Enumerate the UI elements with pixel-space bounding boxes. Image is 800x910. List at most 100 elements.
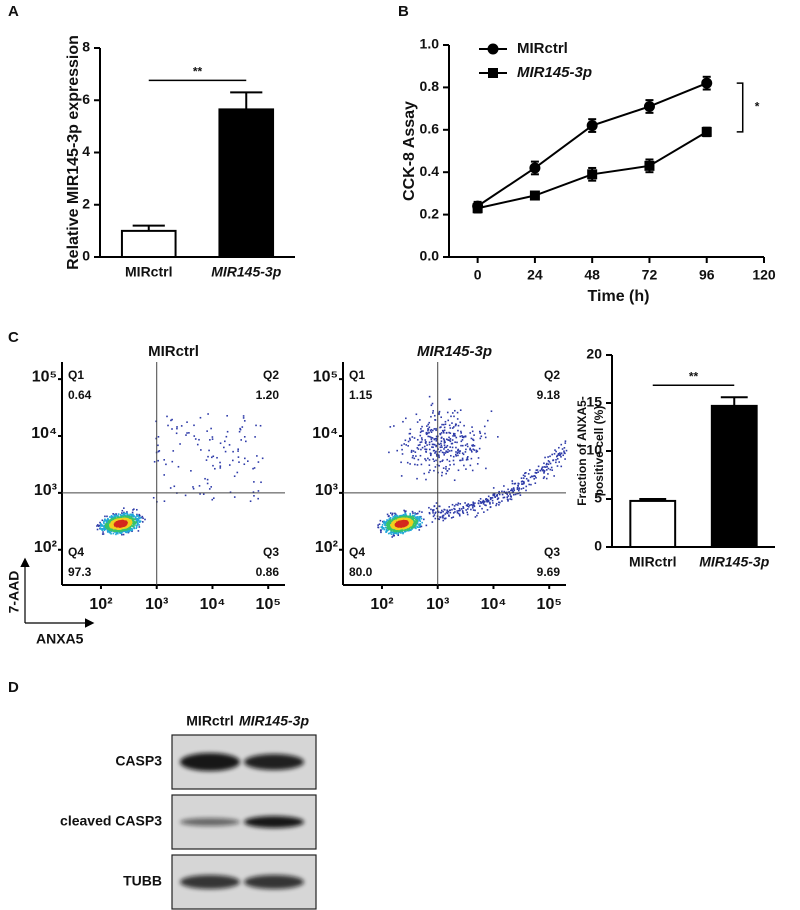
blot-band (244, 875, 304, 889)
event-dot (473, 449, 476, 451)
event-dot (448, 431, 450, 434)
event-dot (409, 463, 411, 465)
event-dot (460, 459, 462, 462)
event-dot (412, 526, 415, 528)
event-dot (259, 424, 262, 427)
event-dot (427, 423, 430, 426)
event-dot (412, 454, 414, 457)
event-dot (517, 492, 520, 495)
event-dot (516, 486, 519, 489)
event-dot (207, 455, 209, 458)
blot-band (180, 875, 240, 889)
event-dot (384, 524, 386, 526)
event-dot (115, 532, 118, 535)
event-dot (387, 523, 390, 525)
significance-label: ** (689, 369, 699, 383)
event-dot (445, 431, 448, 434)
quadrant-value: 9.18 (537, 388, 561, 402)
event-dot (117, 515, 120, 517)
event-dot (121, 518, 124, 520)
event-dot (543, 472, 545, 474)
event-dot (459, 509, 461, 512)
event-dot (490, 410, 493, 413)
event-dot (459, 421, 462, 424)
x-tick-label: 10⁵ (537, 596, 562, 613)
event-dot (477, 502, 480, 504)
event-dot (543, 466, 546, 468)
event-dot (391, 512, 394, 515)
event-dot (449, 432, 452, 435)
marker (643, 100, 655, 112)
event-dot (551, 453, 553, 456)
event-dot (547, 456, 549, 458)
y-axis-label: Fraction of ANXA5- (575, 396, 589, 506)
event-dot (427, 428, 430, 431)
event-dot (497, 497, 499, 500)
event-dot (495, 504, 497, 507)
event-dot (425, 450, 427, 453)
event-dot (110, 532, 112, 535)
event-dot (416, 525, 418, 528)
event-dot (484, 432, 486, 435)
event-dot (492, 487, 495, 489)
event-dot (383, 528, 386, 531)
event-dot (493, 494, 496, 497)
event-dot (427, 429, 429, 432)
event-dot (509, 498, 511, 500)
event-dot (564, 458, 566, 460)
event-dot (521, 483, 524, 485)
event-dot (425, 448, 428, 451)
event-dot (457, 424, 460, 427)
event-dot (448, 436, 450, 439)
event-dot (138, 526, 141, 528)
event-dot (415, 413, 418, 416)
event-dot (449, 511, 452, 514)
event-dot (134, 522, 137, 525)
event-dot (465, 504, 468, 507)
event-dot (157, 444, 159, 447)
event-dot (157, 450, 160, 453)
event-dot (520, 488, 523, 490)
event-dot (432, 410, 434, 412)
event-cloud (96, 413, 264, 536)
event-dot (450, 442, 453, 445)
y-tick-label: 4 (82, 143, 90, 159)
event-dot (432, 443, 435, 446)
event-dot (446, 438, 448, 441)
event-dot (386, 513, 389, 516)
event-dot (121, 512, 123, 514)
event-dot (470, 437, 473, 440)
event-dot (442, 431, 445, 434)
y-tick-label: 0 (594, 538, 602, 554)
event-dot (522, 477, 525, 479)
event-dot (466, 511, 468, 514)
event-dot (101, 519, 104, 522)
event-dot (96, 524, 99, 526)
event-dot (498, 504, 500, 506)
event-dot (206, 478, 209, 481)
event-dot (492, 494, 495, 497)
event-dot (468, 504, 471, 507)
event-dot (131, 511, 134, 514)
event-cloud (377, 395, 568, 538)
event-dot (445, 465, 447, 468)
event-dot (432, 429, 434, 432)
event-dot (484, 504, 486, 506)
y-tick-label: 0.6 (420, 121, 440, 137)
event-dot (407, 529, 410, 532)
marker (586, 120, 598, 132)
event-dot (393, 514, 396, 517)
event-dot (534, 471, 537, 474)
event-dot (192, 487, 195, 490)
event-dot (419, 431, 422, 434)
event-dot (453, 433, 455, 436)
event-dot (443, 442, 446, 444)
event-dot (390, 522, 392, 524)
event-dot (236, 471, 239, 474)
event-dot (405, 444, 407, 446)
event-dot (103, 520, 105, 522)
event-dot (130, 527, 132, 530)
event-dot (543, 462, 545, 465)
event-dot (396, 449, 399, 452)
event-dot (565, 449, 568, 452)
